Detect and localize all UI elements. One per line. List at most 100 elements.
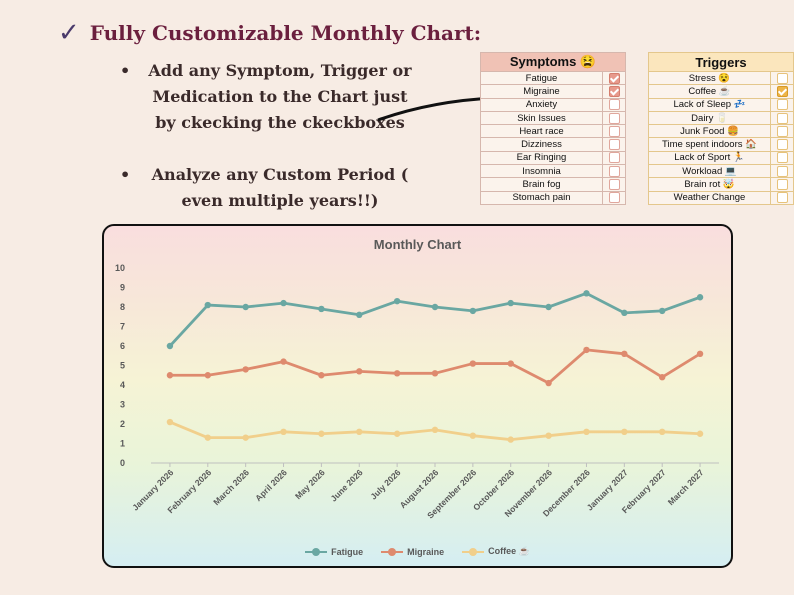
data-point: [280, 299, 287, 307]
data-point: [696, 350, 704, 357]
data-point: [431, 426, 439, 434]
data-point: [393, 370, 401, 377]
symptoms-label: Heart race: [480, 124, 603, 139]
triggers-row: Dairy 🥛: [648, 110, 794, 126]
triggers-table: Triggers Stress 😵 Coffee ☕ Lack of Sleep 💤 D…: [648, 52, 794, 205]
checkbox[interactable]: [608, 112, 620, 124]
y-tick-label: 0: [120, 458, 125, 468]
checkbox[interactable]: [776, 179, 788, 191]
data-point: [204, 372, 211, 379]
checkbox[interactable]: [608, 179, 620, 191]
triggers-label: Coffee ☕: [648, 84, 771, 99]
data-point: [659, 374, 666, 381]
legend-swatch: [381, 547, 404, 557]
data-point: [166, 342, 174, 350]
data-point: [696, 294, 704, 301]
checkbox-cell: [770, 70, 794, 86]
symptoms-table: Symptoms 😫 Fatigue Migraine Anxiety Skin Iss…: [480, 52, 626, 205]
checkbox[interactable]: [608, 139, 620, 151]
data-point: [621, 350, 628, 357]
checked-checkbox[interactable]: [608, 72, 620, 84]
symptoms-row: Brain fog: [480, 177, 626, 192]
data-point: [356, 428, 363, 435]
symptoms-row: Stomach pain: [480, 190, 626, 205]
checked-checkbox[interactable]: [776, 85, 788, 97]
legend-item: Fatigue: [305, 546, 363, 557]
checkbox[interactable]: [608, 152, 620, 164]
legend-item: Migraine: [381, 546, 444, 557]
legend-swatch: [305, 547, 328, 557]
legend-label: Fatigue: [331, 546, 364, 557]
checkbox-cell: [770, 164, 794, 179]
checkbox-cell: [770, 137, 794, 152]
data-point: [469, 432, 477, 439]
checkbox-cell: [770, 97, 794, 112]
triggers-row: Time spent indoors 🏠: [648, 137, 794, 152]
triggers-label: Dairy 🥛: [648, 110, 771, 126]
legend-label: Migraine: [407, 546, 445, 557]
data-point: [242, 303, 249, 311]
x-tick-label: March 2026: [211, 467, 251, 507]
data-point: [356, 311, 363, 318]
symptoms-label: Anxiety: [480, 97, 603, 112]
triggers-row: Lack of Sport 🏃: [648, 150, 794, 166]
data-point: [318, 372, 325, 379]
checkbox[interactable]: [776, 165, 788, 177]
checkbox-cell: [770, 150, 794, 166]
symptoms-row: Fatigue: [480, 70, 626, 86]
data-point: [545, 432, 552, 439]
y-tick-label: 6: [120, 341, 125, 351]
symptoms-row: Heart race: [480, 124, 626, 139]
data-point: [696, 430, 704, 437]
data-point: [204, 301, 211, 309]
triggers-label: Junk Food 🍔: [648, 124, 771, 139]
feature-bullets: • Add any Symptom, Trigger or Medication…: [120, 58, 420, 214]
checkbox[interactable]: [608, 165, 620, 177]
y-tick-label: 1: [120, 439, 125, 449]
triggers-row: Workload 💻: [648, 164, 794, 179]
y-tick-label: 3: [120, 400, 125, 410]
checkbox[interactable]: [776, 99, 788, 111]
checkbox[interactable]: [776, 72, 788, 84]
checkbox-cell: [602, 84, 626, 99]
checkbox-cell: [602, 150, 626, 166]
data-point: [166, 418, 174, 426]
checkbox[interactable]: [776, 112, 788, 124]
x-tick-label: May 2026: [293, 467, 327, 501]
data-point: [621, 428, 628, 435]
data-point: [431, 303, 439, 311]
data-point: [166, 372, 174, 379]
checkbox[interactable]: [776, 192, 788, 204]
checkbox-cell: [602, 70, 626, 86]
data-point: [507, 360, 514, 367]
symptoms-row: Ear Ringing: [480, 150, 626, 166]
checkbox[interactable]: [776, 139, 788, 151]
checkbox-cell: [602, 137, 626, 152]
data-point: [469, 360, 477, 367]
bullet-marker: •: [120, 165, 131, 184]
checkbox[interactable]: [776, 125, 788, 137]
monthly-chart: 0 1 2 3 4 5 6 7 8 9 10 January 2026 February 2026 Mar…: [102, 224, 733, 568]
bullet-item: • Analyze any Custom Period ( even multi…: [120, 162, 420, 214]
data-point: [356, 368, 363, 375]
headline-text: Fully Customizable Monthly Chart:: [89, 21, 482, 45]
symptoms-label: Dizziness: [480, 137, 603, 152]
checkbox-cell: [770, 190, 794, 205]
symptoms-row: Dizziness: [480, 137, 626, 152]
triggers-row: Lack of Sleep 💤: [648, 97, 794, 112]
data-point: [469, 307, 477, 315]
data-point: [318, 305, 325, 313]
triggers-row: Weather Change: [648, 190, 794, 205]
symptoms-label: Brain fog: [480, 177, 603, 192]
checkbox[interactable]: [608, 125, 620, 137]
symptoms-label: Stomach pain: [480, 190, 603, 205]
checkbox-cell: [770, 177, 794, 192]
checkbox[interactable]: [608, 192, 620, 204]
data-point: [545, 379, 552, 387]
data-point: [242, 434, 249, 441]
checkbox[interactable]: [776, 152, 788, 164]
data-point: [583, 428, 590, 435]
checked-checkbox[interactable]: [608, 85, 620, 97]
checkbox-cell: [602, 97, 626, 112]
checkbox[interactable]: [608, 99, 620, 111]
